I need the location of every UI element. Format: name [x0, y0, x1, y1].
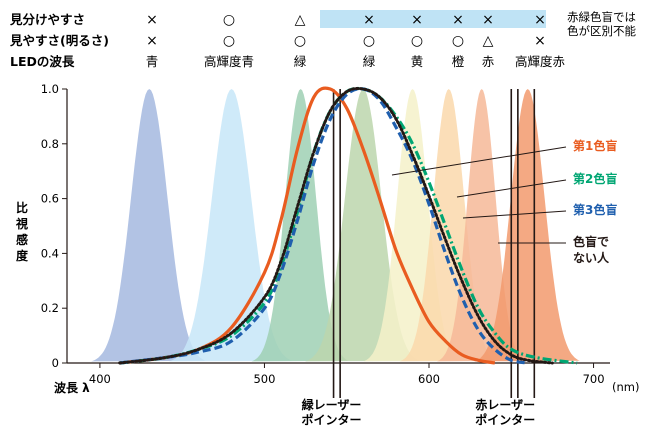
y-axis-title: 比視感度 — [15, 200, 29, 263]
led-band-2 — [251, 89, 349, 362]
series-label-3-0: 色盲で — [573, 234, 609, 249]
led-band-0 — [91, 89, 206, 362]
brightness-mark-7: × — [534, 33, 546, 49]
curve-3 — [118, 87, 554, 365]
led-band-7 — [474, 89, 580, 362]
note-line-1: 赤緑色盲では — [567, 10, 636, 24]
led-band-1 — [168, 89, 293, 362]
leader-line-0 — [391, 146, 567, 176]
axes: 0 0.2 0.4 0.6 0.8 1.0 400 500 600 700 — [41, 82, 610, 386]
ease-mark-2: △ — [295, 12, 306, 28]
ease-mark-3: × — [363, 12, 375, 28]
laser-label-1-0: 赤レーザー — [475, 397, 535, 412]
brightness-mark-0: × — [146, 33, 158, 49]
brightness-mark-4: ○ — [411, 33, 423, 49]
y-tick-label-3: 0.6 — [41, 192, 59, 206]
ease-mark-4: × — [411, 12, 423, 28]
row-label-ease: 見分けやすさ — [9, 12, 85, 27]
x-tick-label-3: 700 — [583, 372, 605, 386]
x-tick-label-2: 600 — [418, 372, 440, 386]
leader-line-2 — [462, 210, 567, 219]
row-label-brightness: 見やすさ(明るさ) — [9, 33, 109, 48]
header-table: 見分けやすさ 見やすさ(明るさ) LEDの波長 赤緑色盲では 色が区別不能 × ×… — [9, 10, 636, 69]
ease-mark-5: × — [452, 12, 464, 28]
led-bands — [91, 89, 580, 362]
legend-leaders — [391, 146, 567, 244]
note-line-2: 色が区別不能 — [567, 24, 636, 38]
y-tick-label-5: 1.0 — [41, 82, 59, 96]
y-tick-label-1: 0.2 — [41, 301, 59, 315]
band-label-2: 緑 — [294, 54, 307, 69]
y-tick-label-4: 0.8 — [41, 137, 59, 151]
brightness-mark-3: ○ — [363, 33, 375, 49]
x-axis-unit: (nm) — [612, 380, 639, 394]
laser-label-0-1: ポインター — [302, 412, 362, 427]
note-highlight — [320, 10, 546, 28]
ease-mark-6: × — [482, 12, 494, 28]
series-label-1-0: 第2色盲 — [573, 171, 617, 186]
curve-1 — [119, 86, 578, 365]
brightness-mark-6: △ — [483, 33, 494, 49]
ease-mark-1: ○ — [223, 12, 235, 28]
y-tick-label-0: 0 — [52, 356, 59, 370]
band-label-5: 橙 — [452, 54, 465, 69]
band-label-1: 高輝度青 — [204, 54, 254, 69]
x-tick-label-0: 400 — [89, 372, 111, 386]
y-tick-label-2: 0.4 — [41, 246, 59, 260]
laser-label-0-0: 緑レーザー — [302, 397, 362, 412]
series-label-3-1: ない人 — [573, 250, 610, 265]
brightness-mark-1: ○ — [223, 33, 235, 49]
laser-label-1-1: ポインター — [475, 412, 535, 427]
row-label-wavelength: LEDの波長 — [10, 54, 75, 69]
svg-text:比視感度: 比視感度 — [15, 200, 29, 263]
band-label-7: 高輝度赤 — [515, 54, 565, 69]
ease-mark-0: × — [146, 12, 158, 28]
x-axis-title: 波長 λ — [54, 380, 90, 395]
band-label-6: 赤 — [482, 54, 495, 69]
sensitivity-curves — [118, 86, 578, 365]
ease-mark-7: × — [534, 12, 546, 28]
curve-0 — [119, 86, 496, 365]
band-label-4: 黄 — [411, 54, 424, 69]
x-tick-label-1: 500 — [253, 372, 275, 386]
series-label-2-0: 第3色盲 — [573, 202, 617, 217]
band-label-0: 青 — [146, 54, 159, 69]
leader-line-1 — [456, 179, 567, 198]
brightness-mark-5: ○ — [452, 33, 464, 49]
band-label-3: 緑 — [363, 54, 376, 69]
series-label-0-0: 第1色盲 — [573, 138, 617, 153]
brightness-mark-2: ○ — [294, 33, 306, 49]
